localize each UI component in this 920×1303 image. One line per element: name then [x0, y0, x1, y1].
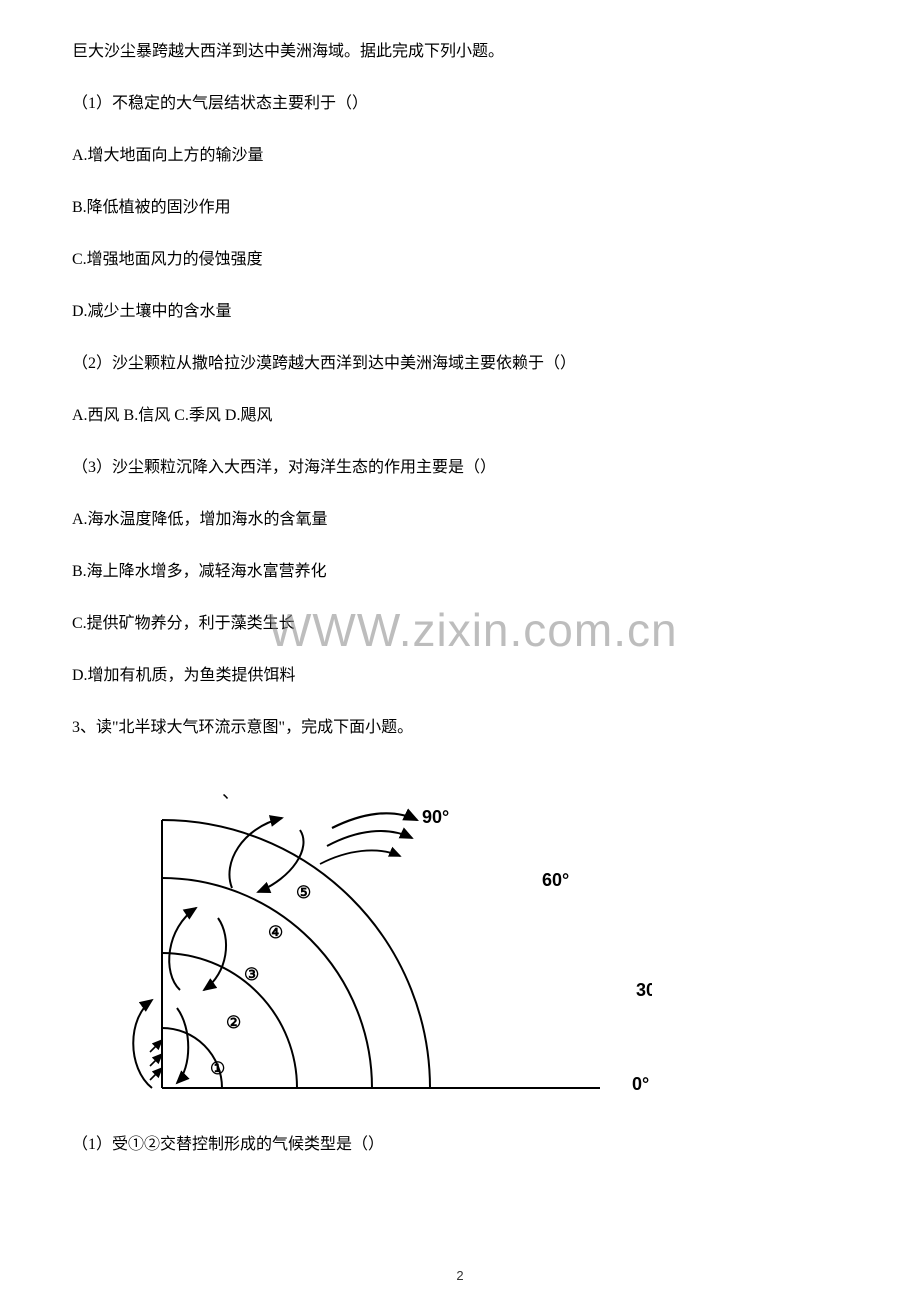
q4-intro: 3、读"北半球大气环流示意图"，完成下面小题。: [72, 716, 848, 740]
page-number: 2: [456, 1268, 463, 1283]
svg-text:30°: 30°: [636, 980, 652, 1000]
q3-option-b: B.海上降水增多，减轻海水富营养化: [72, 560, 848, 584]
svg-text:60°: 60°: [542, 870, 569, 890]
intro-text: 巨大沙尘暴跨越大西洋到达中美洲海域。据此完成下列小题。: [72, 40, 848, 64]
svg-text:0°: 0°: [632, 1074, 649, 1094]
q3-option-a: A.海水温度降低，增加海水的含氧量: [72, 508, 848, 532]
svg-text:④: ④: [268, 923, 283, 942]
svg-text:②: ②: [226, 1013, 241, 1032]
q1-option-b: B.降低植被的固沙作用: [72, 196, 848, 220]
q2-prompt: （2）沙尘颗粒从撒哈拉沙漠跨越大西洋到达中美洲海域主要依赖于（）: [72, 352, 848, 376]
q2-options: A.西风 B.信风 C.季风 D.飓风: [72, 404, 848, 428]
svg-text:、: 、: [222, 782, 240, 802]
svg-text:①: ①: [210, 1059, 225, 1078]
circulation-diagram: 、 0° 30° 60° 90° ① ② ③ ④ ⑤: [132, 768, 848, 1113]
q1-option-a: A.增大地面向上方的输沙量: [72, 144, 848, 168]
q3-prompt: （3）沙尘颗粒沉降入大西洋，对海洋生态的作用主要是（）: [72, 456, 848, 480]
svg-text:⑤: ⑤: [296, 883, 311, 902]
q1-option-c: C.增强地面风力的侵蚀强度: [72, 248, 848, 272]
svg-text:③: ③: [244, 965, 259, 984]
q3-option-c: C.提供矿物养分，利于藻类生长: [72, 612, 848, 636]
q4-sub1: （1）受①②交替控制形成的气候类型是（）: [72, 1133, 848, 1157]
q3-option-d: D.增加有机质，为鱼类提供饵料: [72, 664, 848, 688]
q1-option-d: D.减少土壤中的含水量: [72, 300, 848, 324]
q1-prompt: （1）不稳定的大气层结状态主要利于（）: [72, 92, 848, 116]
svg-text:90°: 90°: [422, 807, 449, 827]
